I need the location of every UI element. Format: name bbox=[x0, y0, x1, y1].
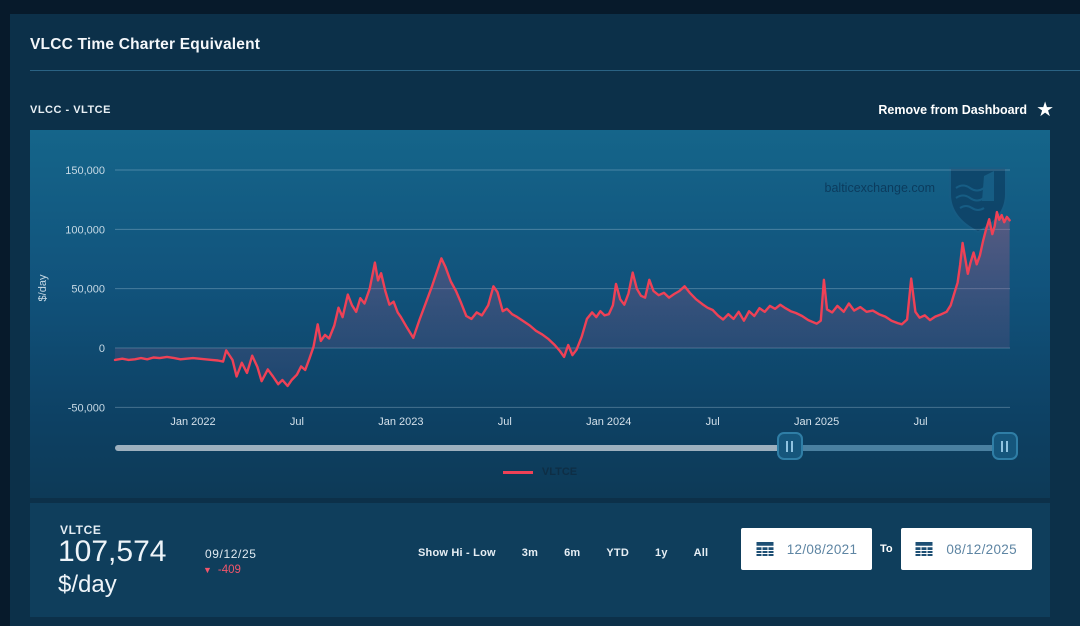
date-to-value: 08/12/2025 bbox=[946, 541, 1017, 557]
slider-handle-right[interactable] bbox=[991, 432, 1018, 460]
quote-symbol: VLTCE bbox=[60, 523, 102, 537]
star-icon[interactable]: ★ bbox=[1036, 99, 1054, 121]
page-title: VLCC Time Charter Equivalent bbox=[30, 36, 261, 53]
y-tick-label: 100,000 bbox=[65, 224, 105, 236]
range-controls: Show Hi - Low 3m 6m YTD 1y All bbox=[418, 547, 708, 559]
quote-change: ▼ -409 bbox=[203, 564, 241, 576]
show-hi-low-button[interactable]: Show Hi - Low bbox=[418, 547, 496, 559]
watermark-text: balticexchange.com bbox=[825, 181, 935, 195]
slider-track-selected[interactable] bbox=[789, 445, 1005, 451]
x-tick-label: Jan 2025 bbox=[794, 416, 839, 428]
subheader-row: VLCC - VLTCE Remove from Dashboard ★ bbox=[30, 100, 1054, 120]
quote-unit: $/day bbox=[58, 571, 117, 598]
series-area-fill bbox=[115, 212, 1010, 386]
down-triangle-icon: ▼ bbox=[203, 564, 212, 575]
y-tick-label: 150,000 bbox=[65, 165, 105, 177]
price-chart[interactable]: balticexchange.com 150,000 100,000 50,000 0… bbox=[30, 130, 1050, 498]
header-divider bbox=[30, 70, 1080, 71]
summary-panel: VLTCE 107,574 $/day 09/12/25 ▼ -409 Show… bbox=[30, 503, 1050, 617]
y-tick-label: 50,000 bbox=[71, 284, 105, 296]
range-button-ytd[interactable]: YTD bbox=[606, 547, 629, 559]
change-value: -409 bbox=[217, 564, 241, 576]
baltic-shield-logo bbox=[949, 167, 1007, 234]
x-tick-label: Jul bbox=[290, 416, 304, 428]
date-to-input[interactable]: 08/12/2025 bbox=[900, 528, 1032, 570]
range-button-1y[interactable]: 1y bbox=[655, 547, 668, 559]
x-tick-label: Jan 2022 bbox=[170, 416, 215, 428]
remove-from-dashboard-button[interactable]: Remove from Dashboard ★ bbox=[878, 100, 1054, 120]
calendar-icon bbox=[756, 542, 774, 556]
x-tick-label: Jul bbox=[914, 416, 928, 428]
to-label: To bbox=[880, 543, 893, 555]
x-tick-label: Jul bbox=[706, 416, 720, 428]
instrument-label: VLCC - VLTCE bbox=[30, 104, 111, 116]
widget-card: VLCC Time Charter Equivalent VLCC - VLTC… bbox=[10, 14, 1080, 626]
chart-panel: balticexchange.com 150,000 100,000 50,000 0… bbox=[30, 130, 1050, 498]
quote-value: 107,574 bbox=[58, 535, 167, 568]
x-tick-label: Jan 2023 bbox=[378, 416, 423, 428]
chart-legend: VLTCE bbox=[30, 466, 1050, 478]
legend-line-swatch bbox=[502, 470, 533, 474]
legend-label: VLTCE bbox=[541, 466, 578, 478]
slider-track-unselected[interactable] bbox=[115, 445, 790, 451]
date-from-value: 12/08/2021 bbox=[786, 541, 858, 557]
slider-handle-left[interactable] bbox=[776, 432, 803, 460]
range-button-all[interactable]: All bbox=[693, 547, 709, 559]
range-button-6m[interactable]: 6m bbox=[564, 547, 581, 559]
y-tick-label: -50,000 bbox=[68, 402, 105, 414]
x-tick-label: Jul bbox=[498, 416, 512, 428]
calendar-icon bbox=[915, 542, 933, 556]
y-tick-label: 0 bbox=[99, 343, 105, 355]
series-line-vltce bbox=[113, 210, 1011, 388]
remove-from-dashboard-label: Remove from Dashboard bbox=[878, 103, 1028, 117]
quote-date: 09/12/25 bbox=[205, 547, 257, 561]
x-tick-label: Jan 2024 bbox=[586, 416, 631, 428]
date-from-input[interactable]: 12/08/2021 bbox=[741, 528, 872, 570]
range-button-3m[interactable]: 3m bbox=[521, 547, 539, 559]
y-axis-label: $/day bbox=[37, 274, 49, 301]
date-range-inputs: 12/08/2021 To 08/12/2025 bbox=[741, 528, 1032, 570]
